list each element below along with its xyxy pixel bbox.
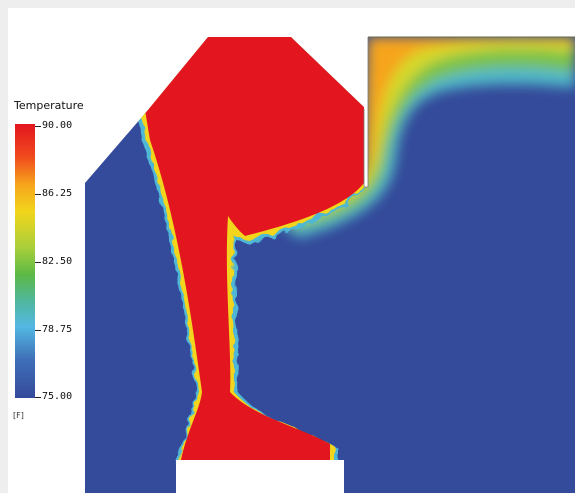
legend-tick: [35, 330, 41, 331]
legend-color-bar: [15, 124, 35, 398]
legend-tick: [35, 126, 41, 127]
legend-tick-label-4: 75.00: [42, 391, 73, 402]
legend-tick-label-1: 86.25: [42, 188, 73, 199]
legend-title: Temperature: [14, 99, 84, 112]
baffle-wall: [364, 37, 368, 187]
legend-units: [F]: [13, 411, 24, 420]
hot-plume: [145, 37, 366, 465]
legend-tick: [35, 262, 41, 263]
inlet-block: [176, 460, 344, 493]
legend-tick-label-3: 78.75: [42, 324, 73, 335]
legend-tick-label-0: 90.00: [42, 120, 73, 131]
legend-tick: [35, 194, 41, 195]
color-legend: Temperature 90.00 86.25 82.50 78.75 75.0…: [0, 0, 120, 493]
legend-tick: [35, 397, 41, 398]
baffle-outline: [363, 37, 369, 188]
legend-tick-label-2: 82.50: [42, 256, 73, 267]
